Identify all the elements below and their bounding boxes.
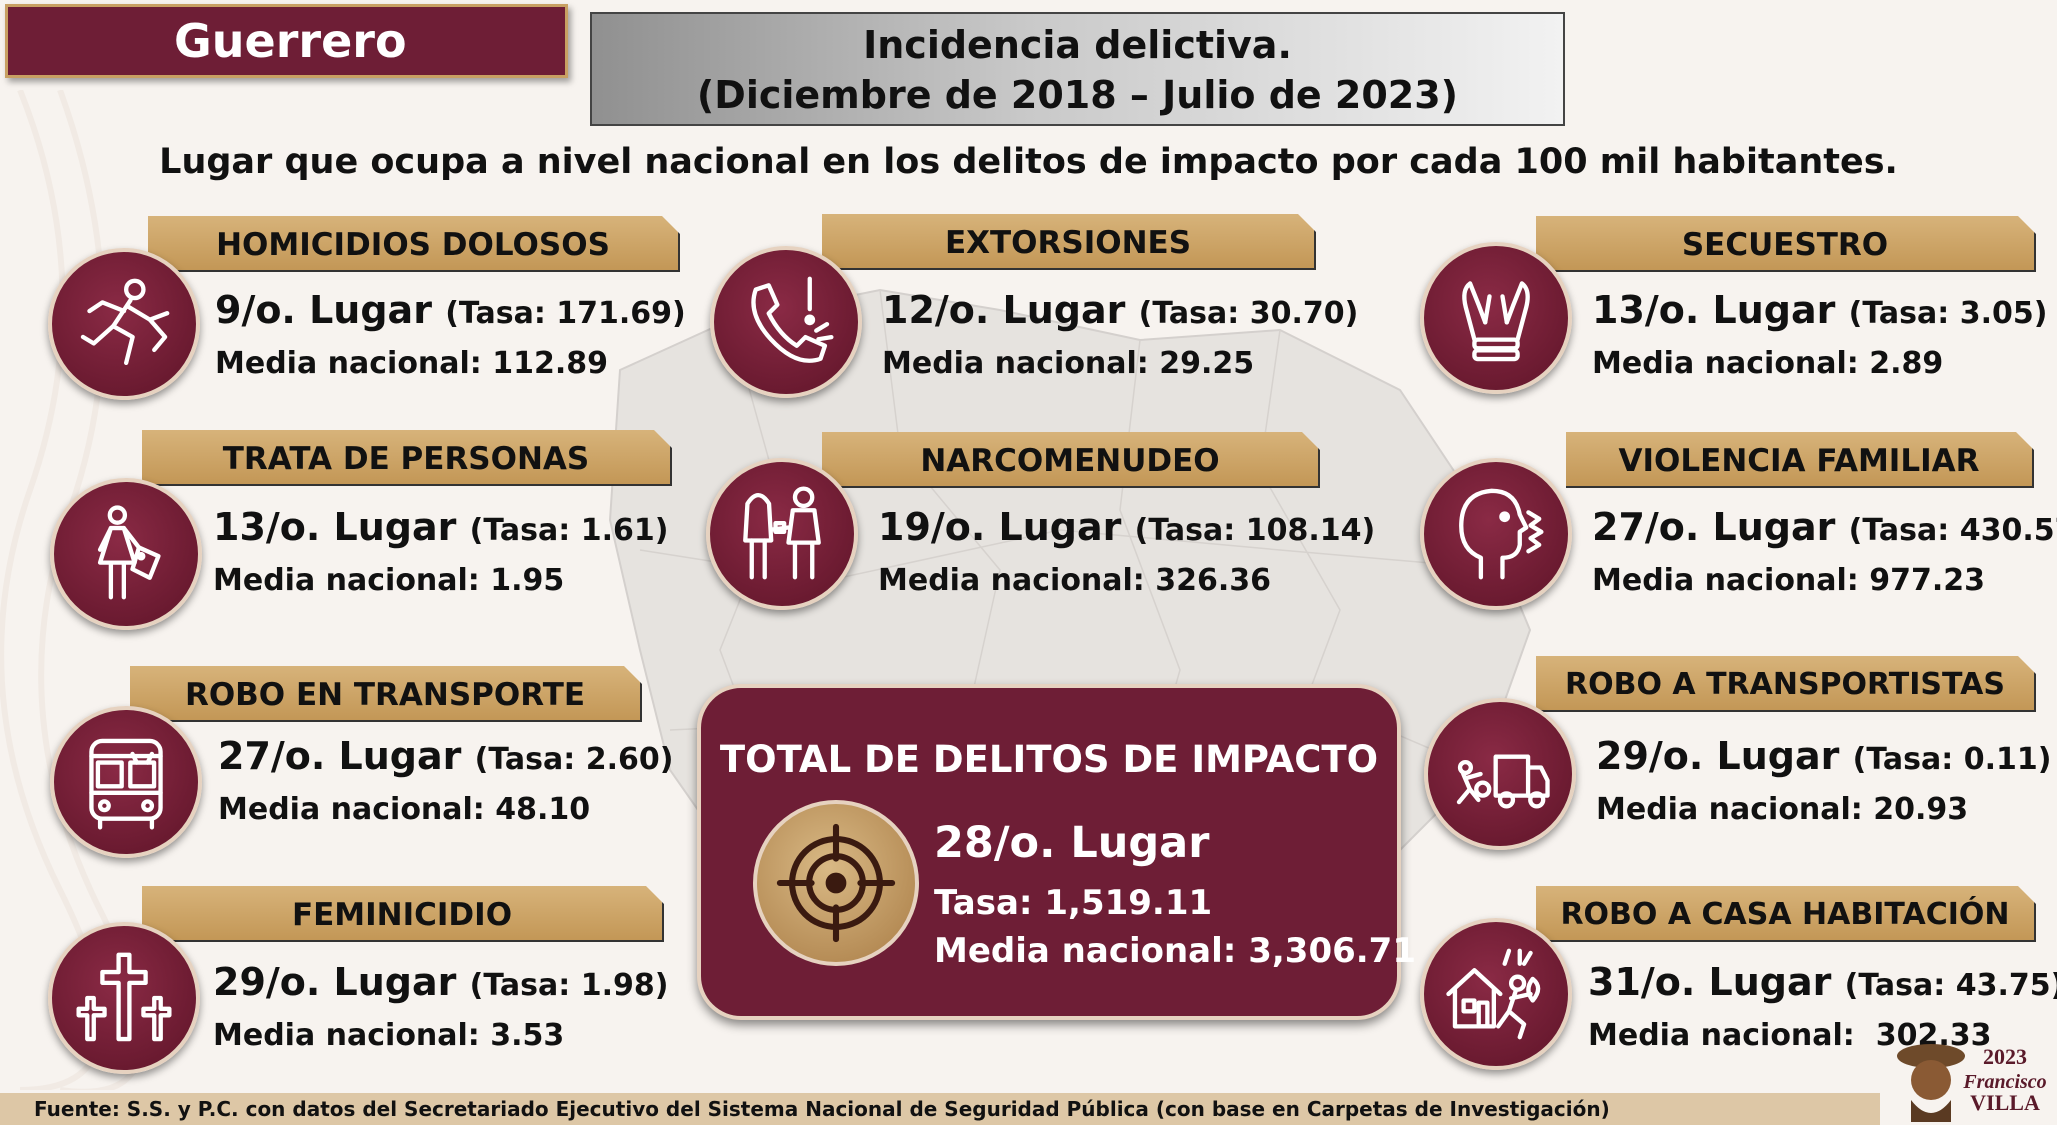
logo-name-1: Francisco bbox=[1962, 1071, 2046, 1093]
tasa-text: (Tasa: 2.60) bbox=[474, 742, 674, 777]
rank-text: 19/o. Lugar bbox=[878, 505, 1122, 549]
page-title: Incidencia delictiva. (Diciembre de 2018… bbox=[590, 12, 1565, 126]
logo-name-2: VILLA bbox=[1970, 1090, 2040, 1115]
tasa-text: (Tasa: 108.14) bbox=[1134, 513, 1376, 548]
band-feminicidio: FEMINICIDIO bbox=[142, 886, 664, 942]
rank-text: 29/o. Lugar bbox=[1596, 734, 1840, 778]
media-feminicidio: Media nacional: 3.53 bbox=[213, 1018, 565, 1053]
rank-robo-transportistas: 29/o. Lugar (Tasa: 0.11) bbox=[1596, 734, 2051, 778]
circle-robo-transporte bbox=[50, 706, 202, 858]
rank-text: 31/o. Lugar bbox=[1588, 960, 1832, 1004]
tasa-text: (Tasa: 43.75) bbox=[1844, 968, 2057, 1003]
house-thief-icon bbox=[1446, 948, 1541, 1040]
phone-alert-icon bbox=[751, 276, 834, 363]
media-robo-transporte: Media nacional: 48.10 bbox=[218, 792, 591, 827]
band-violencia: VIOLENCIA FAMILIAR bbox=[1566, 432, 2034, 488]
crosses-icon bbox=[76, 952, 172, 1042]
total-tasa: Tasa: 1,519.11 bbox=[934, 883, 1213, 923]
band-narcomenudeo: NARCOMENUDEO bbox=[822, 432, 1320, 488]
rank-trata: 13/o. Lugar (Tasa: 1.61) bbox=[213, 505, 668, 549]
shouting-face-icon bbox=[1459, 488, 1544, 580]
band-extorsiones: EXTORSIONES bbox=[822, 214, 1316, 270]
tasa-text: (Tasa: 3.05) bbox=[1848, 296, 2048, 331]
tasa-text: (Tasa: 0.11) bbox=[1852, 742, 2052, 777]
total-media: Media nacional: 3,306.71 bbox=[934, 931, 1416, 971]
rank-robo-transporte: 27/o. Lugar (Tasa: 2.60) bbox=[218, 734, 673, 778]
rank-narcomenudeo: 19/o. Lugar (Tasa: 108.14) bbox=[878, 505, 1375, 549]
circle-secuestro bbox=[1420, 242, 1572, 394]
media-homicidios: Media nacional: 112.89 bbox=[215, 346, 609, 381]
rank-homicidios: 9/o. Lugar (Tasa: 171.69) bbox=[215, 288, 686, 332]
circle-feminicidio bbox=[48, 922, 200, 1074]
title-line-1: Incidencia delictiva. bbox=[863, 23, 1292, 67]
rank-text: 29/o. Lugar bbox=[213, 960, 457, 1004]
circle-narcomenudeo bbox=[706, 458, 858, 610]
state-label: Guerrero bbox=[5, 4, 568, 78]
rank-text: 9/o. Lugar bbox=[215, 288, 432, 332]
circle-violencia bbox=[1420, 458, 1572, 610]
rank-text: 13/o. Lugar bbox=[213, 505, 457, 549]
media-secuestro: Media nacional: 2.89 bbox=[1592, 346, 1944, 381]
hooded-figures-icon bbox=[743, 486, 821, 580]
media-robo-casa: Media nacional: 302.33 bbox=[1588, 1018, 1992, 1053]
circle-robo-transportistas bbox=[1424, 698, 1576, 850]
circle-homicidios bbox=[48, 248, 200, 400]
rank-robo-casa: 31/o. Lugar (Tasa: 43.75) bbox=[1588, 960, 2057, 1004]
circle-trata bbox=[50, 478, 202, 630]
truck-thief-icon bbox=[1456, 754, 1550, 809]
rank-secuestro: 13/o. Lugar (Tasa: 3.05) bbox=[1592, 288, 2047, 332]
band-secuestro: SECUESTRO bbox=[1536, 216, 2036, 272]
tasa-text: (Tasa: 1.98) bbox=[469, 968, 669, 1003]
media-extorsiones: Media nacional: 29.25 bbox=[882, 346, 1255, 381]
source-footer: Fuente: S.S. y P.C. con datos del Secret… bbox=[0, 1093, 1880, 1125]
band-trata: TRATA DE PERSONAS bbox=[142, 430, 672, 486]
target-icon bbox=[776, 823, 896, 943]
total-title: TOTAL DE DELITOS DE IMPACTO bbox=[719, 738, 1379, 781]
circle-extorsiones bbox=[710, 246, 862, 398]
rank-text: 13/o. Lugar bbox=[1592, 288, 1836, 332]
band-robo-transportistas: ROBO A TRANSPORTISTAS bbox=[1536, 656, 2036, 712]
tasa-text: (Tasa: 430.57) bbox=[1848, 513, 2057, 548]
rank-feminicidio: 29/o. Lugar (Tasa: 1.98) bbox=[213, 960, 668, 1004]
francisco-villa-2023-logo: 2023 Francisco VILLA bbox=[1897, 1044, 2047, 1122]
rank-extorsiones: 12/o. Lugar (Tasa: 30.70) bbox=[882, 288, 1358, 332]
tasa-text: (Tasa: 1.61) bbox=[469, 513, 669, 548]
media-robo-transportistas: Media nacional: 20.93 bbox=[1596, 792, 1969, 827]
rank-text: 27/o. Lugar bbox=[1592, 505, 1836, 549]
total-rank: 28/o. Lugar bbox=[934, 818, 1210, 868]
subtitle: Lugar que ocupa a nivel nacional en los … bbox=[159, 142, 1898, 182]
media-narcomenudeo: Media nacional: 326.36 bbox=[878, 563, 1272, 598]
band-robo-transporte: ROBO EN TRANSPORTE bbox=[130, 666, 642, 722]
band-robo-casa: ROBO A CASA HABITACIÓN bbox=[1536, 886, 2036, 942]
logo-year: 2023 bbox=[1983, 1044, 2027, 1069]
running-man-icon bbox=[80, 278, 170, 366]
title-line-2: (Diciembre de 2018 – Julio de 2023) bbox=[696, 73, 1459, 117]
rank-text: 12/o. Lugar bbox=[882, 288, 1126, 332]
woman-tag-icon bbox=[97, 505, 161, 600]
tasa-text: (Tasa: 171.69) bbox=[445, 296, 686, 331]
tied-hands-icon bbox=[1462, 281, 1530, 362]
media-trata: Media nacional: 1.95 bbox=[213, 563, 565, 598]
total-panel: TOTAL DE DELITOS DE IMPACTO 28/o. Lugar … bbox=[697, 684, 1416, 1020]
media-violencia: Media nacional: 977.23 bbox=[1592, 563, 1986, 598]
total-circle bbox=[753, 800, 919, 966]
bus-icon bbox=[89, 738, 163, 830]
tasa-text: (Tasa: 30.70) bbox=[1138, 296, 1359, 331]
rank-violencia: 27/o. Lugar (Tasa: 430.57) bbox=[1592, 505, 2057, 549]
circle-robo-casa bbox=[1420, 918, 1572, 1070]
band-homicidios: HOMICIDIOS DOLOSOS bbox=[148, 216, 680, 272]
rank-text: 27/o. Lugar bbox=[218, 734, 462, 778]
